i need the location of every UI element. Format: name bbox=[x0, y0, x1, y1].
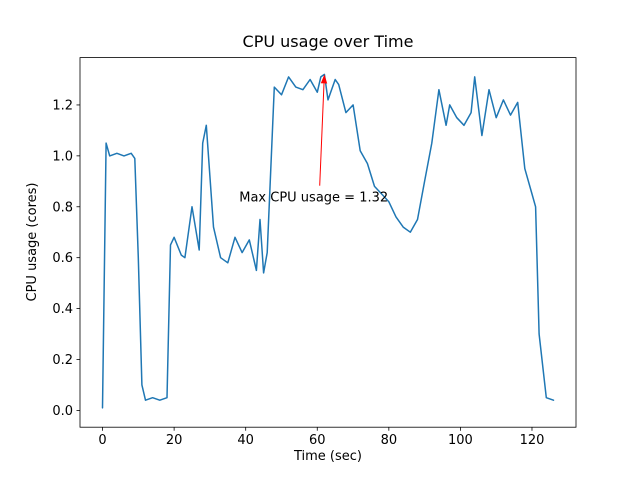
x-axis-label: Time (sec) bbox=[293, 449, 362, 464]
plot-area bbox=[80, 57, 576, 428]
y-tick-label: 0.8 bbox=[52, 200, 73, 215]
y-tick-label: 0.6 bbox=[52, 251, 73, 266]
y-tick-label: 0.4 bbox=[52, 302, 73, 317]
y-tick-label: 1.2 bbox=[52, 98, 73, 113]
y-axis-ticks: 0.0 0.2 0.4 0.6 0.8 1.0 1.2 bbox=[52, 98, 80, 419]
annotation-arrow-head-icon bbox=[320, 74, 328, 84]
y-tick-label: 1.0 bbox=[52, 149, 73, 164]
x-tick-label: 20 bbox=[166, 433, 183, 448]
y-tick-label: 0.2 bbox=[52, 353, 73, 368]
chart-title: CPU usage over Time bbox=[243, 32, 414, 51]
y-axis-label: CPU usage (cores) bbox=[25, 183, 40, 302]
x-tick-label: 40 bbox=[237, 433, 254, 448]
y-tick-label: 0.0 bbox=[52, 404, 73, 419]
max-cpu-annotation: Max CPU usage = 1.32 bbox=[239, 191, 388, 206]
x-tick-label: 0 bbox=[98, 433, 106, 448]
axes-border bbox=[79, 57, 577, 428]
cpu-usage-line bbox=[101, 73, 555, 409]
annotation-arrow bbox=[319, 83, 325, 186]
x-axis-ticks: 0 20 40 60 80 100 120 bbox=[98, 427, 544, 448]
x-tick-label: 60 bbox=[309, 433, 326, 448]
x-tick-label: 100 bbox=[448, 433, 473, 448]
x-tick-label: 120 bbox=[520, 433, 545, 448]
x-tick-label: 80 bbox=[381, 433, 398, 448]
